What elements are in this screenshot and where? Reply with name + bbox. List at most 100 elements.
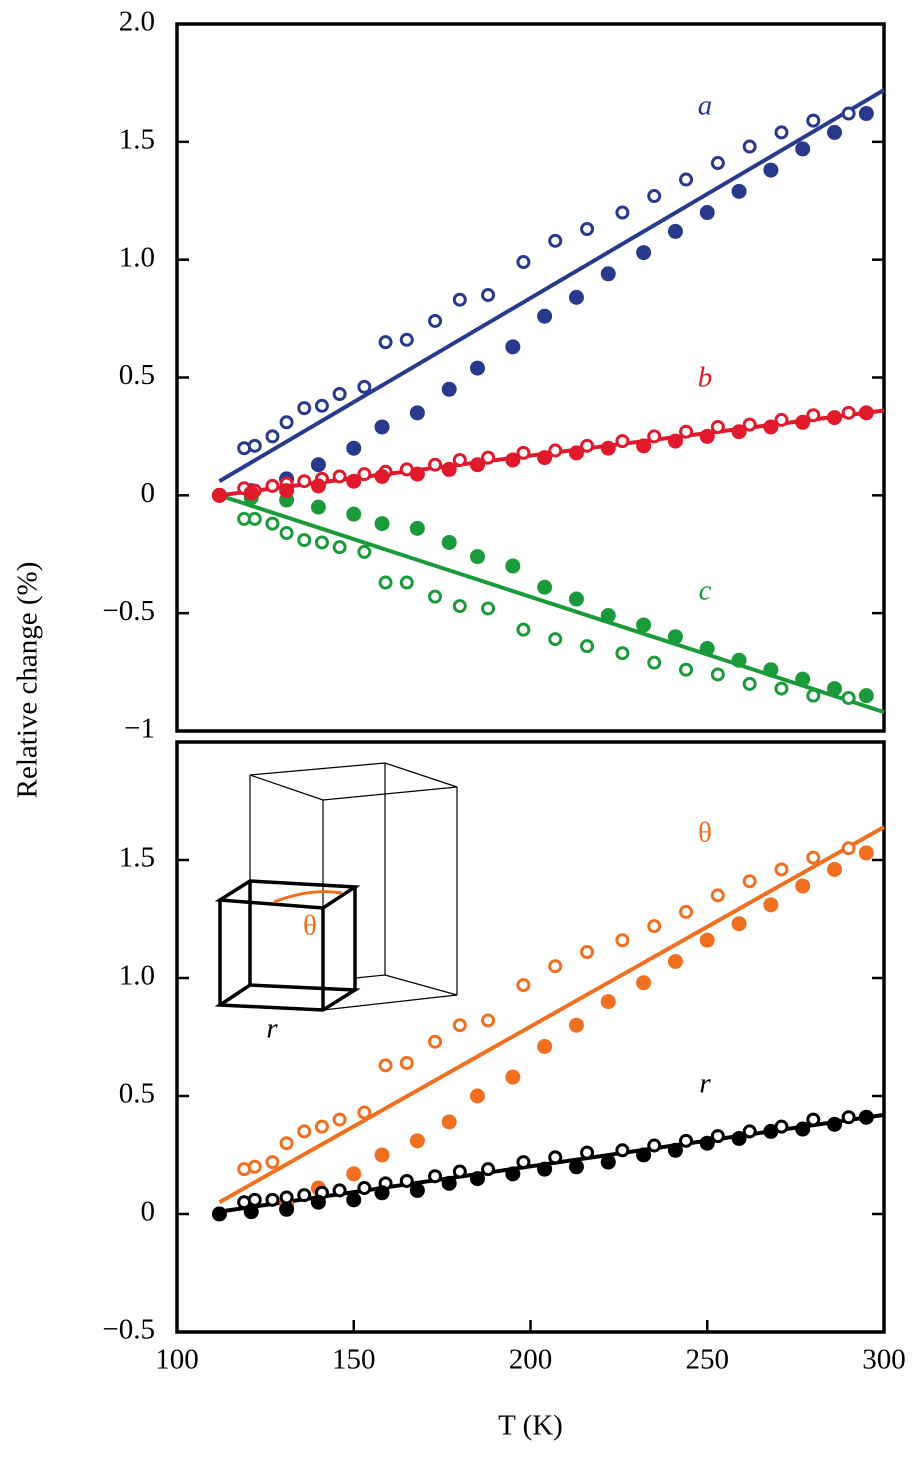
- open-point: [279, 526, 294, 541]
- filled-point: [600, 608, 616, 624]
- open-point: [710, 667, 725, 682]
- open-point: [742, 676, 757, 691]
- open-point: [615, 205, 630, 220]
- filled-point: [667, 1142, 683, 1158]
- filled-point: [667, 223, 683, 239]
- filled-point: [409, 1182, 425, 1198]
- open-point: [357, 544, 372, 559]
- annotation: b: [698, 362, 713, 394]
- y-tick-label: 0.5: [119, 359, 155, 391]
- fit-line: [218, 88, 886, 483]
- open-point: [452, 292, 467, 307]
- open-point: [647, 655, 662, 670]
- open-point: [806, 850, 821, 865]
- filled-point: [374, 516, 390, 532]
- open-point: [279, 1136, 294, 1151]
- filled-point: [600, 440, 616, 456]
- x-tick-label: 300: [862, 1344, 906, 1376]
- open-point: [452, 1018, 467, 1033]
- open-point: [428, 1169, 443, 1184]
- open-point: [548, 233, 563, 248]
- filled-point: [537, 1038, 553, 1054]
- filled-point: [827, 1116, 843, 1132]
- filled-point: [795, 414, 811, 430]
- open-point: [332, 540, 347, 555]
- filled-point: [441, 534, 457, 550]
- fit-line: [218, 825, 885, 1204]
- open-point: [679, 904, 694, 919]
- open-point: [297, 474, 312, 489]
- filled-point: [636, 1147, 652, 1163]
- filled-point: [795, 141, 811, 157]
- filled-point: [505, 558, 521, 574]
- x-tick-label: 150: [332, 1344, 376, 1376]
- y-axis-label: Relative change (%): [12, 562, 44, 799]
- open-point: [742, 417, 757, 432]
- open-point: [247, 1192, 262, 1207]
- open-point: [481, 1162, 496, 1177]
- open-point: [399, 1173, 414, 1188]
- open-point: [314, 535, 329, 550]
- y-tick-label: 2.0: [119, 6, 155, 38]
- x-tick-label: 200: [509, 1344, 553, 1376]
- y-tick-label: −0.5: [102, 1314, 155, 1346]
- open-point: [332, 386, 347, 401]
- open-point: [265, 516, 280, 531]
- open-point: [481, 288, 496, 303]
- filled-point: [858, 1109, 874, 1125]
- filled-point: [568, 445, 584, 461]
- filled-point: [858, 688, 874, 704]
- open-point: [580, 438, 595, 453]
- open-point: [841, 106, 856, 121]
- filled-point: [537, 450, 553, 466]
- filled-point: [699, 641, 715, 657]
- y-tick-label: −1: [124, 713, 155, 745]
- annotation: θ: [698, 817, 712, 849]
- filled-point: [600, 994, 616, 1010]
- filled-point: [568, 591, 584, 607]
- filled-point: [568, 289, 584, 305]
- open-point: [647, 919, 662, 934]
- y-tick-label: 1.0: [119, 241, 155, 273]
- filled-point: [731, 916, 747, 932]
- filled-point: [699, 932, 715, 948]
- filled-point: [409, 405, 425, 421]
- filled-point: [699, 1135, 715, 1151]
- open-point: [332, 469, 347, 484]
- filled-point: [374, 419, 390, 435]
- open-point: [710, 419, 725, 434]
- open-point: [357, 467, 372, 482]
- filled-point: [636, 617, 652, 633]
- filled-point: [243, 1204, 259, 1220]
- filled-point: [374, 468, 390, 484]
- open-point: [806, 1112, 821, 1127]
- filled-point: [795, 878, 811, 894]
- open-point: [481, 450, 496, 465]
- annotation: r: [266, 1013, 278, 1045]
- filled-point: [731, 424, 747, 440]
- filled-point: [763, 162, 779, 178]
- open-point: [399, 575, 414, 590]
- open-point: [357, 379, 372, 394]
- filled-point: [409, 466, 425, 482]
- open-point: [774, 125, 789, 140]
- open-point: [247, 511, 262, 526]
- open-point: [399, 332, 414, 347]
- open-point: [332, 1112, 347, 1127]
- y-tick-label: 1.5: [119, 842, 155, 874]
- annotation: r: [699, 1068, 711, 1100]
- filled-point: [469, 457, 485, 473]
- filled-point: [441, 461, 457, 477]
- filled-point: [469, 1171, 485, 1187]
- open-point: [580, 1145, 595, 1160]
- open-point: [265, 1192, 280, 1207]
- filled-point: [636, 975, 652, 991]
- filled-point: [858, 405, 874, 421]
- filled-point: [505, 339, 521, 355]
- filled-point: [243, 485, 259, 501]
- filled-point: [537, 1161, 553, 1177]
- open-point: [297, 533, 312, 548]
- open-point: [314, 398, 329, 413]
- open-point: [841, 1110, 856, 1125]
